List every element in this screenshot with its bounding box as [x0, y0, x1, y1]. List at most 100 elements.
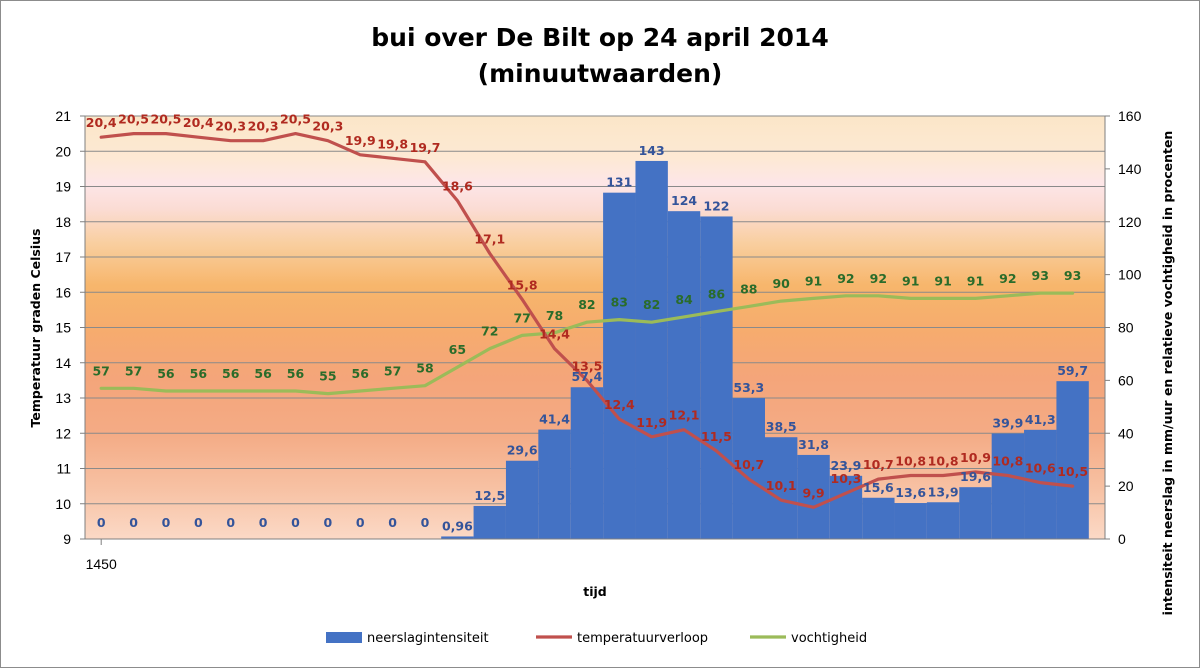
y-right-tick-label: 40 — [1118, 425, 1134, 441]
bar-data-label: 0 — [129, 515, 138, 530]
legend-label: temperatuurverloop — [577, 631, 708, 646]
temperature-data-label: 20,4 — [183, 115, 214, 130]
bar-data-label: 39,9 — [992, 416, 1023, 431]
line-series — [99, 132, 1075, 509]
bar — [797, 454, 830, 539]
bar-data-label: 0 — [226, 515, 235, 530]
temperature-data-label: 10,8 — [928, 454, 959, 469]
humidity-data-label: 83 — [611, 295, 628, 310]
bar-data-label: 41,3 — [1025, 412, 1056, 427]
y-left-tick-label: 12 — [55, 425, 71, 441]
humidity-data-label: 88 — [740, 281, 757, 296]
humidity-data-label: 57 — [125, 363, 142, 378]
bar — [829, 475, 863, 539]
bar-series-neerslagintensiteit — [441, 160, 1089, 540]
bar-data-label: 0 — [421, 515, 430, 530]
bar-data-label: 131 — [606, 175, 632, 190]
bar-data-label: 13,9 — [928, 484, 959, 499]
y-left-tick-label: 19 — [55, 179, 71, 195]
temperature-data-label: 14,4 — [539, 327, 570, 342]
bar-data-label: 59,7 — [1057, 363, 1088, 378]
temperature-data-label: 20,5 — [118, 112, 149, 127]
bar-data-label: 0 — [291, 515, 300, 530]
y-right-tick-label: 0 — [1118, 531, 1126, 547]
y-left-tick-label: 18 — [55, 214, 71, 230]
chart-title: bui over De Bilt op 24 april 2014 — [371, 23, 828, 52]
y-axis-left-title: Temperatuur graden Celsius — [28, 229, 43, 428]
humidity-data-label: 65 — [449, 342, 466, 357]
bar-data-label: 0 — [324, 515, 333, 530]
data-labels: 0 20,4 57 0 20,5 57 0 20,5 56 0 20,4 56 0 20,3 56 0 20,3… — [86, 112, 1088, 534]
legend-label: vochtigheid — [791, 631, 867, 646]
x-tick-label: 1450 — [86, 556, 117, 572]
temperature-data-label: 17,1 — [474, 231, 505, 246]
bar-data-label: 143 — [639, 143, 665, 158]
y-left-tick-label: 17 — [55, 249, 71, 265]
y-left-tick-label: 10 — [55, 496, 71, 512]
bar — [991, 433, 1025, 539]
bar-data-label: 0 — [259, 515, 268, 530]
bar — [667, 211, 701, 540]
y-right-tick-label: 60 — [1118, 372, 1134, 388]
bar-data-label: 23,9 — [831, 458, 862, 473]
humidity-data-label: 56 — [352, 366, 370, 381]
bar — [473, 505, 506, 539]
humidity-data-label: 91 — [805, 273, 822, 288]
y-right-tick-label: 140 — [1118, 161, 1142, 177]
bar — [441, 536, 474, 539]
y-left-tick-label: 13 — [55, 390, 71, 406]
bar-data-label: 38,5 — [766, 419, 797, 434]
temperature-data-label: 19,9 — [345, 133, 376, 148]
x-axis-title: tijd — [583, 584, 607, 599]
humidity-data-label: 57 — [384, 363, 401, 378]
bar-data-label: 122 — [703, 198, 729, 213]
temperature-data-label: 10,7 — [733, 457, 764, 472]
temperature-data-label: 10,1 — [766, 478, 797, 493]
bar — [765, 437, 798, 539]
bar-data-label: 53,3 — [733, 380, 764, 395]
temperature-data-label: 10,3 — [831, 471, 862, 486]
legend-swatch — [326, 632, 362, 643]
bar — [505, 460, 539, 539]
legend-item-temperatuurverloop: temperatuurverloop — [536, 631, 708, 646]
humidity-data-label: 91 — [902, 273, 919, 288]
bar-data-label: 124 — [671, 193, 697, 208]
bar — [862, 497, 895, 539]
bar-data-label: 31,8 — [798, 437, 829, 452]
temperature-data-label: 10,5 — [1057, 464, 1088, 479]
humidity-data-label: 56 — [254, 366, 272, 381]
legend-item-neerslagintensiteit: neerslagintensiteit — [326, 631, 489, 646]
bar-data-label: 29,6 — [507, 443, 538, 458]
temperature-data-label: 10,8 — [992, 454, 1023, 469]
line-temperatuurverloop — [99, 132, 1075, 509]
humidity-data-label: 93 — [1032, 268, 1049, 283]
bar-data-label: 0 — [388, 515, 397, 530]
humidity-data-label: 91 — [934, 273, 951, 288]
axes: 9101112131415161718192021020406080100120… — [55, 108, 1142, 572]
temperature-data-label: 10,9 — [960, 450, 991, 465]
humidity-data-label: 72 — [481, 324, 498, 339]
humidity-data-label: 91 — [967, 273, 984, 288]
temperature-data-label: 10,8 — [895, 454, 926, 469]
humidity-data-label: 86 — [708, 287, 726, 302]
legend-item-vochtigheid: vochtigheid — [750, 631, 867, 646]
bar-data-label: 0,96 — [442, 518, 473, 533]
y-left-tick-label: 20 — [55, 143, 71, 159]
bar — [635, 160, 668, 539]
y-right-tick-label: 160 — [1118, 108, 1142, 124]
y-left-tick-label: 21 — [55, 108, 71, 124]
temperature-data-label: 19,8 — [377, 136, 408, 151]
humidity-data-label: 78 — [546, 308, 563, 323]
humidity-data-label: 90 — [772, 276, 790, 291]
temperature-data-label: 12,1 — [669, 408, 700, 423]
bar — [1056, 381, 1089, 539]
temperature-data-label: 10,6 — [1025, 461, 1056, 476]
bar-data-label: 0 — [194, 515, 203, 530]
bar-data-label: 41,4 — [539, 412, 570, 427]
bar — [700, 216, 733, 539]
temperature-data-label: 11,9 — [636, 415, 667, 430]
temperature-data-label: 12,4 — [604, 397, 635, 412]
humidity-data-label: 77 — [513, 310, 530, 325]
humidity-data-label: 56 — [190, 366, 208, 381]
